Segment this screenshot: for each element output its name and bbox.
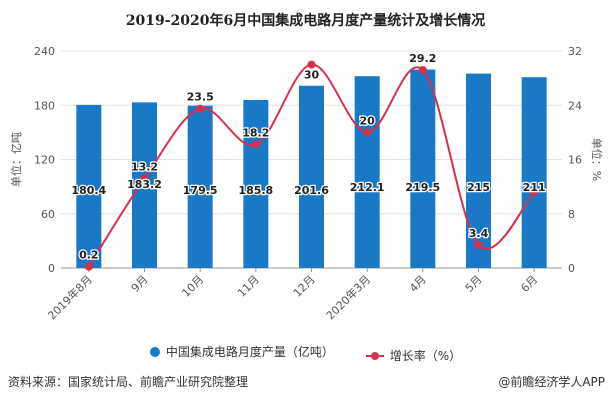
chart-title: 2019-2020年6月中国集成电路月度产量统计及增长情况 <box>125 13 486 29</box>
x-tick-label: 4月 <box>407 273 429 295</box>
x-tick-label: 11月 <box>235 273 262 300</box>
x-tick-label: 9月 <box>129 273 151 295</box>
growth-point <box>251 140 260 149</box>
y-right-tick-label: 16 <box>568 154 582 167</box>
x-tick-label: 12月 <box>291 273 318 300</box>
growth-point <box>140 174 149 183</box>
growth-point <box>474 240 483 249</box>
source-note: 资料来源：国家统计局、前瞻产业研究院整理 <box>8 375 249 389</box>
legend-line-marker <box>365 351 384 360</box>
y-left-axis-label: 单位：亿吨 <box>9 132 23 187</box>
growth-point <box>84 262 93 271</box>
bar-data-label: 212.1 <box>350 181 385 194</box>
growth-data-label: 0.2 <box>79 249 99 262</box>
bar <box>521 77 547 269</box>
x-tick-label: 2019年8月 <box>45 272 95 322</box>
growth-line <box>87 63 535 268</box>
y-right-tick-label: 0 <box>568 262 575 275</box>
legend-item-growth[interactable]: 增长率（%） <box>365 347 462 364</box>
y-left-tick-label: 0 <box>48 262 55 275</box>
bar-data-label: 180.4 <box>71 184 106 197</box>
bar-data-label: 183.2 <box>127 178 162 191</box>
bar <box>466 73 491 269</box>
bar <box>299 85 324 268</box>
growth-data-label: 18.2 <box>242 127 269 140</box>
y-right-tick-label: 24 <box>568 99 582 112</box>
bar-data-label: 185.8 <box>238 184 273 197</box>
growth-point <box>363 128 372 137</box>
bar-data-label: 201.6 <box>294 184 329 197</box>
x-tick-label: 2020年3月 <box>323 272 373 322</box>
chart: 0 60 120 180 240 0 8 16 24 32 单位：亿吨 单位：% 2019年8月 9月 10… <box>9 45 604 322</box>
bar <box>243 100 269 269</box>
growth-data-label: 30 <box>304 69 320 82</box>
growth-data-label: 3.4 <box>469 227 489 240</box>
legend-bar-marker <box>149 346 160 357</box>
growth-data-label: 13.2 <box>131 160 158 173</box>
legend-item-production[interactable]: 中国集成电路月度产量（亿吨） <box>149 343 334 360</box>
growth-point <box>530 188 539 197</box>
bar <box>354 76 380 268</box>
growth-data-label: 23.5 <box>187 91 214 104</box>
y-left-tick-label: 240 <box>34 45 55 58</box>
legend: 中国集成电路月度产量（亿吨） 增长率（%） <box>0 343 611 364</box>
bar-data-label: 179.5 <box>183 184 218 197</box>
bar <box>187 105 213 268</box>
y-right-axis-label: 单位：% <box>590 138 604 181</box>
y-right-tick-label: 8 <box>568 208 575 221</box>
growth-point <box>307 60 316 69</box>
y-left-tick-label: 60 <box>41 208 55 221</box>
legend-label: 中国集成电路月度产量（亿吨） <box>165 345 334 359</box>
x-tick-label: 10月 <box>179 273 206 300</box>
y-left-tick-label: 180 <box>34 99 55 112</box>
y-left-tick-label: 120 <box>34 154 55 167</box>
bar <box>410 69 436 268</box>
growth-data-label: 29.2 <box>409 52 436 65</box>
y-right-tick-label: 32 <box>568 45 582 58</box>
growth-point <box>196 104 205 113</box>
growth-point <box>418 65 427 74</box>
growth-data-label: 20 <box>360 114 376 127</box>
bar-data-label: 211 <box>523 181 546 194</box>
bar-data-label: 215 <box>467 181 490 194</box>
credit: @前瞻经济学人APP <box>498 375 605 389</box>
legend-label: 增长率（%） <box>389 349 462 363</box>
bar <box>76 104 102 268</box>
bar-data-label: 219.5 <box>405 181 440 194</box>
x-tick-label: 6月 <box>518 273 540 295</box>
bar <box>132 102 157 269</box>
x-tick-label: 5月 <box>463 273 485 295</box>
